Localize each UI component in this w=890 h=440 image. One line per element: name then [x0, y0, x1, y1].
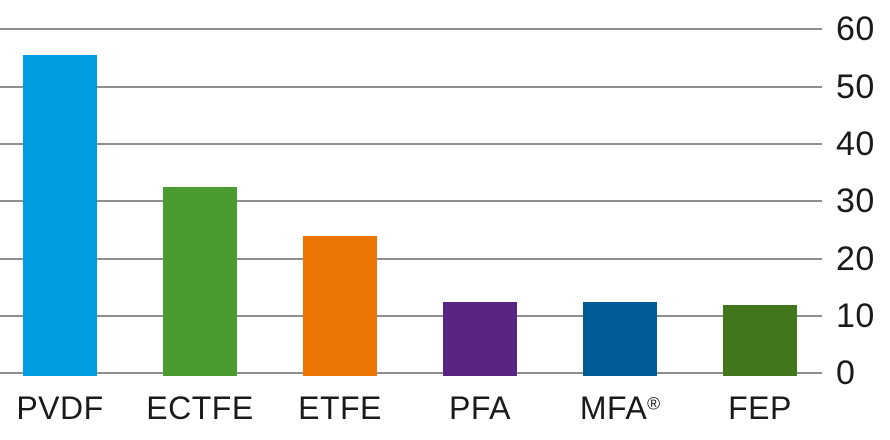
- category-text: MFA: [579, 390, 648, 426]
- y-axis-tick-label: 50: [836, 67, 875, 106]
- y-axis-tick-label: 40: [836, 124, 875, 163]
- y-axis-tick-label: 60: [836, 10, 875, 49]
- registered-trademark-symbol: ®: [647, 393, 661, 414]
- bar-MFA: [583, 301, 657, 376]
- bar-PVDF: [23, 55, 97, 376]
- gridline: [0, 85, 822, 88]
- gridline: [0, 28, 822, 31]
- bar-ETFE: [303, 235, 377, 376]
- y-axis-tick-label: 0: [836, 354, 856, 393]
- gridline: [0, 200, 822, 203]
- x-axis-category-label: ECTFE: [146, 390, 254, 426]
- gridline: [0, 314, 822, 317]
- bar-PFA: [443, 301, 517, 376]
- bar-ECTFE: [163, 186, 237, 376]
- x-axis-category-label: PFA: [449, 390, 511, 426]
- bar-FEP: [723, 304, 797, 376]
- x-axis-category-label: MFA®: [580, 390, 660, 427]
- gridline: [0, 372, 822, 375]
- gridline: [0, 257, 822, 260]
- x-axis-category-label: PVDF: [16, 390, 104, 426]
- y-axis-tick-label: 20: [836, 239, 875, 278]
- y-axis-tick-label: 30: [836, 182, 875, 221]
- x-axis-category-label: FEP: [728, 390, 792, 426]
- gridline: [0, 142, 822, 145]
- y-axis-tick-label: 10: [836, 296, 875, 335]
- x-axis-category-label: ETFE: [298, 390, 382, 426]
